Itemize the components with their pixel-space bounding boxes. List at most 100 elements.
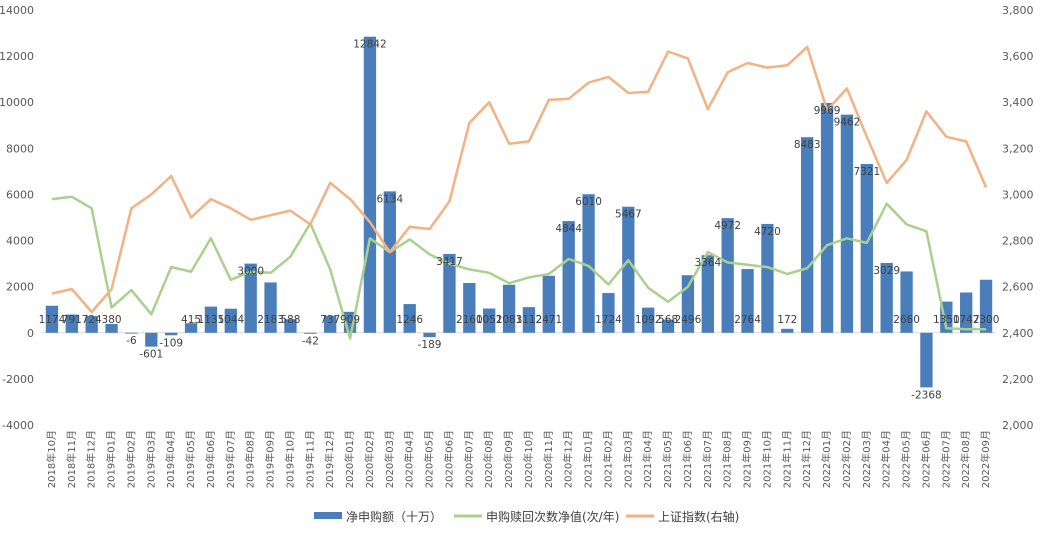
- x-tick-label: 2018年10月: [45, 430, 58, 488]
- bar-data-label: -189: [418, 339, 442, 351]
- legend-label: 净申购额（十万）: [346, 509, 442, 524]
- x-tick-label: 2022年08月: [959, 430, 972, 488]
- bar: [284, 319, 297, 333]
- bar: [463, 282, 476, 333]
- x-tick-label: 2019年08月: [244, 430, 257, 488]
- legend-label: 申购赎回次数净值(次/年): [486, 509, 619, 524]
- bar: [443, 253, 456, 333]
- x-tick-label: 2021年12月: [800, 430, 813, 488]
- y-left-tick-label: -4000: [2, 419, 34, 432]
- bar-data-label: 1174: [39, 314, 66, 326]
- bar-data-label: 909: [340, 314, 360, 326]
- y-left-tick-label: 2000: [6, 281, 34, 294]
- x-tick-label: 2019年01月: [105, 430, 118, 488]
- bar-data-label: 7321: [853, 166, 880, 178]
- bar: [562, 221, 575, 333]
- bar-data-label: 1135: [198, 314, 225, 326]
- bar-data-label: 1350: [933, 314, 960, 326]
- bar: [363, 36, 377, 333]
- x-tick-label: 2022年07月: [939, 430, 952, 488]
- y-right-tick-label: 2,800: [1002, 235, 1034, 248]
- x-tick-label: 2019年02月: [124, 430, 137, 488]
- x-tick-label: 2020年05月: [423, 430, 436, 488]
- x-tick-label: 2020年11月: [542, 430, 555, 488]
- x-tick-label: 2020年08月: [482, 430, 495, 488]
- x-tick-label: 2019年03月: [144, 430, 157, 488]
- bar-data-label: 9462: [834, 117, 861, 129]
- bar: [661, 319, 675, 333]
- bar-data-label: 4720: [754, 226, 781, 238]
- x-tick-label: 2021年01月: [582, 430, 595, 488]
- y-left-tick-label: 0: [27, 327, 34, 340]
- legend-label: 上证指数(右轴): [658, 509, 739, 524]
- bar-data-label: 4844: [555, 223, 582, 235]
- y-left-tick-label: 6000: [6, 188, 34, 201]
- x-tick-label: 2022年02月: [840, 430, 853, 488]
- x-tick-label: 2020年02月: [363, 430, 376, 488]
- bar-data-label: 3364: [694, 257, 721, 269]
- bar-data-label: 8483: [794, 139, 821, 151]
- y-left-tick-label: 8000: [6, 142, 34, 155]
- bar-data-label: 2300: [973, 314, 1000, 326]
- bar: [304, 332, 317, 334]
- y-right-tick-label: 3,000: [1002, 188, 1034, 201]
- y-right-tick-label: 2,400: [1002, 327, 1034, 340]
- bar: [542, 275, 555, 333]
- bar: [502, 284, 516, 333]
- bar-data-label: 1044: [217, 314, 244, 326]
- x-tick-label: 2022年04月: [880, 430, 893, 488]
- bar: [204, 306, 218, 333]
- x-tick-label: 2019年04月: [164, 430, 177, 488]
- bar: [920, 332, 933, 388]
- bar: [403, 304, 416, 333]
- bar-data-label: 2764: [734, 314, 761, 326]
- y-right-tick-label: 2,200: [1002, 373, 1034, 386]
- y-left-tick-label: -2000: [2, 373, 34, 386]
- x-tick-label: 2021年06月: [681, 430, 694, 488]
- bar: [642, 307, 655, 333]
- bar-data-label: 2183: [257, 314, 284, 326]
- x-tick-label: 2020年03月: [383, 430, 396, 488]
- x-tick-label: 2019年12月: [323, 430, 336, 488]
- x-tick-label: 2019年11月: [303, 430, 316, 488]
- bar-data-label: 588: [280, 314, 300, 326]
- y-right-tick-label: 2,000: [1002, 419, 1034, 432]
- x-tick-label: 2020年04月: [403, 430, 416, 488]
- bar-data-label: 6010: [575, 196, 602, 208]
- y-left-tick-label: 14000: [0, 4, 34, 17]
- bar: [701, 255, 714, 333]
- bar-data-label: 3000: [237, 266, 264, 278]
- y-right-tick-label: 3,400: [1002, 96, 1034, 109]
- y-right-tick-label: 3,200: [1002, 142, 1034, 155]
- bar: [483, 308, 496, 333]
- x-tick-label: 2020年06月: [442, 430, 455, 488]
- x-tick-label: 2018年12月: [85, 430, 98, 488]
- x-tick-label: 2021年11月: [780, 430, 793, 488]
- bar-data-label: 1246: [396, 314, 423, 326]
- bar: [85, 316, 98, 333]
- bar: [602, 293, 615, 333]
- bar-data-label: 380: [102, 314, 122, 326]
- x-tick-label: 2020年07月: [462, 430, 475, 488]
- bar: [423, 332, 436, 338]
- bar-data-label: 4972: [714, 220, 741, 232]
- x-tick-label: 2022年06月: [919, 430, 932, 488]
- bar: [65, 314, 78, 333]
- x-tick-label: 2019年07月: [224, 430, 237, 488]
- x-tick-label: 2022年05月: [900, 430, 913, 488]
- bar-data-label: 2160: [456, 314, 483, 326]
- bar-data-label: -109: [159, 337, 183, 349]
- x-tick-label: 2019年10月: [283, 430, 296, 488]
- bar-data-label: 415: [181, 314, 201, 326]
- bar-data-label: 2496: [675, 314, 702, 326]
- series-line-net-count: [51, 195, 987, 340]
- bar: [45, 305, 59, 333]
- bar: [522, 307, 536, 333]
- x-tick-label: 2021年07月: [701, 430, 714, 488]
- legend-swatch-bar: [314, 512, 342, 519]
- bar: [264, 282, 277, 333]
- bar-data-label: 3029: [873, 265, 900, 277]
- bar-data-label: 6134: [376, 193, 403, 205]
